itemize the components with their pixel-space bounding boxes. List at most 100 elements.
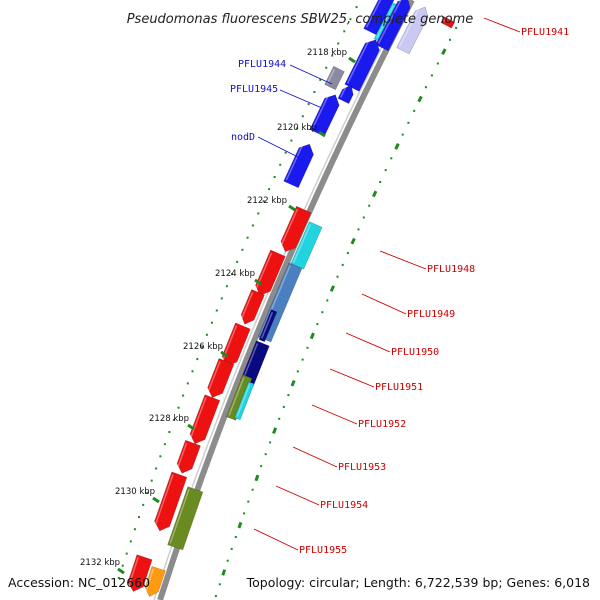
inner-dot <box>172 418 175 421</box>
outer-dot <box>243 512 246 515</box>
gene-feature[interactable] <box>258 309 278 343</box>
tick-label-2124: 2124 kbp <box>215 269 255 279</box>
gene-highlight <box>346 38 371 84</box>
outer-dot <box>407 121 410 124</box>
inner-dot <box>301 115 304 118</box>
inner-dot <box>182 394 185 397</box>
tick-label-2126: 2126 kbp <box>183 342 223 352</box>
outer-tick <box>221 569 227 576</box>
gene-highlight <box>292 224 311 263</box>
gene-label-pflu1945[interactable]: PFLU1945 <box>230 84 278 95</box>
gene-feature[interactable] <box>290 221 323 270</box>
gene-feature[interactable] <box>154 471 188 532</box>
gene-feature[interactable] <box>226 374 253 421</box>
gene-feature[interactable] <box>283 143 314 189</box>
gene-features <box>127 0 456 598</box>
inner-dot <box>155 467 158 470</box>
gene-label-pflu1948[interactable]: PFLU1948 <box>427 264 475 275</box>
outer-dot <box>230 547 233 550</box>
gene-feature[interactable] <box>396 6 429 55</box>
outer-dot <box>264 453 267 456</box>
gene-label-pflu1953[interactable]: PFLU1953 <box>338 462 386 473</box>
gene-label-noda[interactable]: nodD <box>231 132 255 143</box>
outer-dot <box>436 62 439 65</box>
label-leader-line <box>379 250 427 270</box>
gene-label-pflu1955[interactable]: PFLU1955 <box>299 545 347 556</box>
gene-highlight <box>176 442 188 470</box>
gene-feature[interactable] <box>239 340 270 387</box>
gene-feature[interactable] <box>255 249 286 296</box>
outer-dot <box>296 370 299 373</box>
gene-feature[interactable] <box>234 381 255 421</box>
inner-dot <box>296 127 299 130</box>
outer-dot <box>346 252 349 254</box>
inner-dot <box>138 516 140 519</box>
inner-dot <box>279 163 282 166</box>
outer-dot <box>326 299 329 302</box>
gene-label-pflu1952[interactable]: PFLU1952 <box>358 419 406 430</box>
outer-dot <box>341 263 344 266</box>
label-leader-line <box>253 528 299 551</box>
gene-highlight <box>153 474 174 528</box>
outer-tick <box>441 48 447 55</box>
label-leader-line <box>329 368 375 388</box>
inner-dot <box>150 479 153 482</box>
gene-label-pflu1949[interactable]: PFLU1949 <box>407 309 455 320</box>
outer-tick <box>372 190 378 198</box>
gene-label-pflu1951[interactable]: PFLU1951 <box>375 382 423 393</box>
gene-label-pflu1954[interactable]: PFLU1954 <box>320 500 368 511</box>
major-tick <box>254 278 262 286</box>
gene-feature[interactable] <box>144 566 166 598</box>
gene-feature[interactable] <box>280 205 312 252</box>
gene-feature[interactable] <box>344 39 380 92</box>
tick-label-2132: 2132 kbp <box>80 558 120 568</box>
outer-dot <box>449 38 451 41</box>
label-leader-line <box>275 485 320 506</box>
label-leader-line <box>361 293 407 315</box>
gene-highlight <box>240 292 254 321</box>
major-tick <box>318 130 326 138</box>
inner-dot <box>201 346 204 348</box>
outer-tick <box>254 474 260 482</box>
label-leader-line <box>483 17 521 33</box>
inner-dot <box>268 188 271 191</box>
inner-dot <box>163 443 166 446</box>
inner-dot <box>284 151 287 154</box>
gene-label-pflu1950[interactable]: PFLU1950 <box>391 347 439 358</box>
tick-label-2130: 2130 kbp <box>115 487 155 497</box>
inner-dot <box>331 54 334 57</box>
gene-label-pflu1941[interactable]: PFLU1941 <box>521 27 569 38</box>
gene-feature[interactable] <box>127 554 153 592</box>
outer-tick <box>272 427 278 434</box>
tick-label-2118: 2118 kbp <box>307 48 347 58</box>
gene-feature[interactable] <box>207 358 235 398</box>
tick-label-2120: 2120 kbp <box>277 123 317 133</box>
outer-tick <box>237 521 243 529</box>
gene-feature[interactable] <box>337 84 354 104</box>
label-leader-line <box>292 446 338 468</box>
gene-feature[interactable] <box>324 65 345 91</box>
outer-dot <box>218 583 221 586</box>
inner-dot <box>146 491 149 494</box>
label-leader-line <box>345 332 391 353</box>
gene-feature[interactable] <box>167 486 204 551</box>
gene-feature[interactable] <box>176 439 201 474</box>
gene-feature[interactable] <box>375 0 411 52</box>
inner-dot <box>117 576 120 579</box>
outer-tick <box>350 237 356 245</box>
gene-feature[interactable] <box>440 16 456 29</box>
major-tick <box>152 496 160 504</box>
major-tick <box>220 350 228 358</box>
gene-highlight <box>377 0 402 44</box>
outer-tick <box>394 143 400 150</box>
outer-dot <box>357 228 360 231</box>
inner-dot <box>273 176 276 178</box>
label-leader-line <box>279 89 323 109</box>
gene-feature[interactable] <box>240 289 265 325</box>
gene-label-pflu1944[interactable]: PFLU1944 <box>238 59 286 70</box>
inner-dot <box>205 333 208 336</box>
axis-tick-marks <box>117 56 356 575</box>
inner-dot <box>313 91 316 93</box>
